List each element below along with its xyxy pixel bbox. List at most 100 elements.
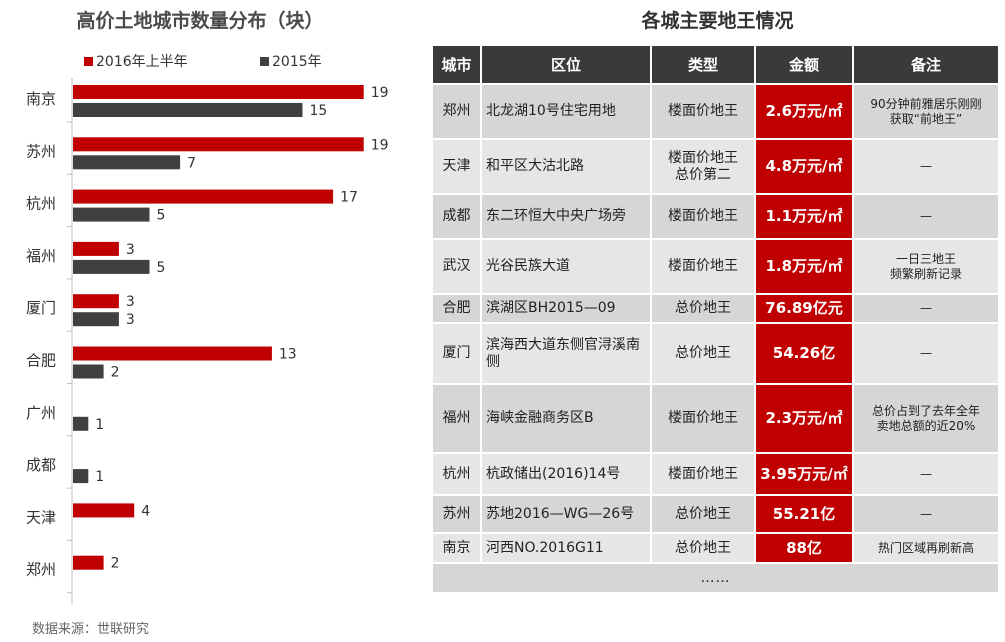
land-king-table: 城市 区位 类型 金额 备注 郑州 北龙湖10号住宅用地 楼面价地王 2.6万元/㎡ 9… bbox=[431, 44, 1000, 594]
cell-note: — bbox=[852, 322, 1000, 385]
table-row: 天津 和平区大沽北路 楼面价地王 总价第二 4.8万元/㎡ — bbox=[431, 138, 1000, 195]
cell-note: 90分钟前雅居乐刚刚 获取“前地王” bbox=[852, 83, 1000, 140]
header-location: 区位 bbox=[480, 44, 652, 85]
cell-type-line: 总价地王 bbox=[675, 345, 731, 361]
bar bbox=[73, 103, 303, 117]
data-source: 数据来源：世联研究 bbox=[32, 622, 150, 637]
category-label: 杭州 bbox=[26, 195, 56, 213]
category-label: 郑州 bbox=[26, 561, 56, 579]
table-row: 郑州 北龙湖10号住宅用地 楼面价地王 2.6万元/㎡ 90分钟前雅居乐刚刚 获取“前地王… bbox=[431, 83, 1000, 140]
cell-type-line: 总价第二 bbox=[675, 166, 731, 183]
cell-amount: 88亿 bbox=[754, 532, 854, 564]
table-title: 各城主要地王情况 bbox=[641, 10, 794, 32]
bar bbox=[73, 416, 89, 431]
bar bbox=[73, 555, 104, 570]
cell-amount: 4.8万元/㎡ bbox=[754, 138, 854, 195]
cell-note-line: 频繁刷新记录 bbox=[889, 266, 962, 281]
data-label: 7 bbox=[187, 155, 196, 171]
cell-amount: 3.95万元/㎡ bbox=[754, 452, 854, 496]
table-row: 合肥 滨湖区BH2015—09 总价地王 76.89亿元 — bbox=[431, 293, 1000, 324]
cell-type: 楼面价地王 bbox=[650, 238, 756, 295]
cell-type: 总价地王 bbox=[650, 322, 756, 385]
cell-note: — bbox=[852, 494, 1000, 534]
bar bbox=[73, 259, 150, 274]
cell-note-line: 卖地总额的近20% bbox=[876, 418, 976, 433]
cell-type: 楼面价地王 总价第二 bbox=[650, 138, 756, 195]
cell-type-line: 楼面价地王 bbox=[668, 410, 738, 426]
table-header-row: 城市 区位 类型 金额 备注 bbox=[431, 44, 1000, 85]
cell-location: 北龙湖10号住宅用地 bbox=[480, 83, 652, 140]
cell-note-line: — bbox=[920, 301, 932, 315]
data-label: 4 bbox=[141, 503, 150, 519]
cell-type: 楼面价地王 bbox=[650, 193, 756, 240]
data-label: 17 bbox=[340, 190, 358, 206]
data-label: 13 bbox=[279, 347, 297, 363]
data-label: 5 bbox=[157, 260, 166, 276]
table-row: 厦门 滨海西大道东侧官浔溪南侧 总价地王 54.26亿 — bbox=[431, 322, 1000, 385]
cell-note-line: — bbox=[920, 209, 932, 223]
category-label: 天津 bbox=[26, 508, 56, 526]
cell-note-line: 获取“前地王” bbox=[889, 111, 963, 126]
bar bbox=[73, 503, 135, 518]
cell-location: 东二环恒大中央广场旁 bbox=[480, 193, 652, 240]
bar bbox=[73, 241, 119, 256]
legend-label: 2015年 bbox=[272, 54, 322, 70]
cell-location: 苏地2016—WG—26号 bbox=[480, 494, 652, 534]
cell-type-line: 楼面价地王 bbox=[668, 208, 738, 224]
cell-location: 杭政储出(2016)14号 bbox=[480, 452, 652, 496]
cell-location: 和平区大沽北路 bbox=[480, 138, 652, 195]
cell-city: 南京 bbox=[431, 532, 482, 564]
cell-note-line: 90分钟前雅居乐刚刚 bbox=[870, 96, 982, 111]
cell-amount: 76.89亿元 bbox=[754, 293, 854, 324]
cell-city: 天津 bbox=[431, 138, 482, 195]
cell-city: 杭州 bbox=[431, 452, 482, 496]
category-label: 厦门 bbox=[26, 299, 56, 317]
bar bbox=[73, 189, 334, 204]
cell-note: — bbox=[852, 193, 1000, 240]
cell-type-line: 总价地王 bbox=[675, 539, 731, 556]
cell-location: 海峡金融商务区B bbox=[480, 383, 652, 454]
category-label: 福州 bbox=[26, 247, 56, 265]
category-label: 苏州 bbox=[26, 142, 56, 160]
bar bbox=[73, 294, 119, 309]
cell-type: 总价地王 bbox=[650, 293, 756, 324]
cell-amount: 1.8万元/㎡ bbox=[754, 238, 854, 295]
cell-amount: 2.3万元/㎡ bbox=[754, 383, 854, 454]
data-label: 15 bbox=[310, 103, 328, 119]
cell-note-line: — bbox=[920, 506, 932, 521]
category-label: 广州 bbox=[26, 404, 56, 422]
cell-note-line: — bbox=[920, 159, 932, 173]
cell-note-line: — bbox=[920, 346, 932, 360]
cell-type: 楼面价地王 bbox=[650, 83, 756, 140]
cell-location: 光谷民族大道 bbox=[480, 238, 652, 295]
cell-location: 滨海西大道东侧官浔溪南侧 bbox=[480, 322, 652, 385]
cell-city: 武汉 bbox=[431, 238, 482, 295]
data-label: 3 bbox=[126, 312, 135, 328]
cell-type-line: 楼面价地王 bbox=[668, 149, 738, 166]
legend-swatch bbox=[84, 57, 93, 66]
bar bbox=[73, 312, 119, 327]
cell-city: 福州 bbox=[431, 383, 482, 454]
cell-note: 热门区域再刷新高 bbox=[852, 532, 1000, 564]
bar bbox=[73, 364, 104, 379]
cell-type: 楼面价地王 bbox=[650, 452, 756, 496]
cell-location: 河西NO.2016G11 bbox=[480, 532, 652, 564]
cell-note-line: 热门区域再刷新高 bbox=[877, 540, 974, 555]
cell-amount: 2.6万元/㎡ bbox=[754, 83, 854, 140]
table-row: 福州 海峡金融商务区B 楼面价地王 2.3万元/㎡ 总价占到了去年全年 卖地总额的近20% bbox=[431, 383, 1000, 454]
legend-label: 2016年上半年 bbox=[96, 54, 188, 70]
cell-type-line: 楼面价地王 bbox=[668, 103, 738, 119]
cell-type: 总价地王 bbox=[650, 494, 756, 534]
cell-type-line: 楼面价地王 bbox=[668, 465, 738, 482]
table-row: 武汉 光谷民族大道 楼面价地王 1.8万元/㎡ 一日三地王 频繁刷新记录 bbox=[431, 238, 1000, 295]
cell-type-line: 总价地王 bbox=[675, 300, 731, 316]
data-label: 1 bbox=[95, 469, 104, 485]
table-row: 南京 河西NO.2016G11 总价地王 88亿 热门区域再刷新高 bbox=[431, 532, 1000, 564]
cell-location: 滨湖区BH2015—09 bbox=[480, 293, 652, 324]
header-city: 城市 bbox=[431, 44, 482, 85]
cell-note-line: — bbox=[920, 466, 932, 481]
bar bbox=[73, 85, 364, 99]
cell-note: 一日三地王 频繁刷新记录 bbox=[852, 238, 1000, 295]
cell-type: 总价地王 bbox=[650, 532, 756, 564]
